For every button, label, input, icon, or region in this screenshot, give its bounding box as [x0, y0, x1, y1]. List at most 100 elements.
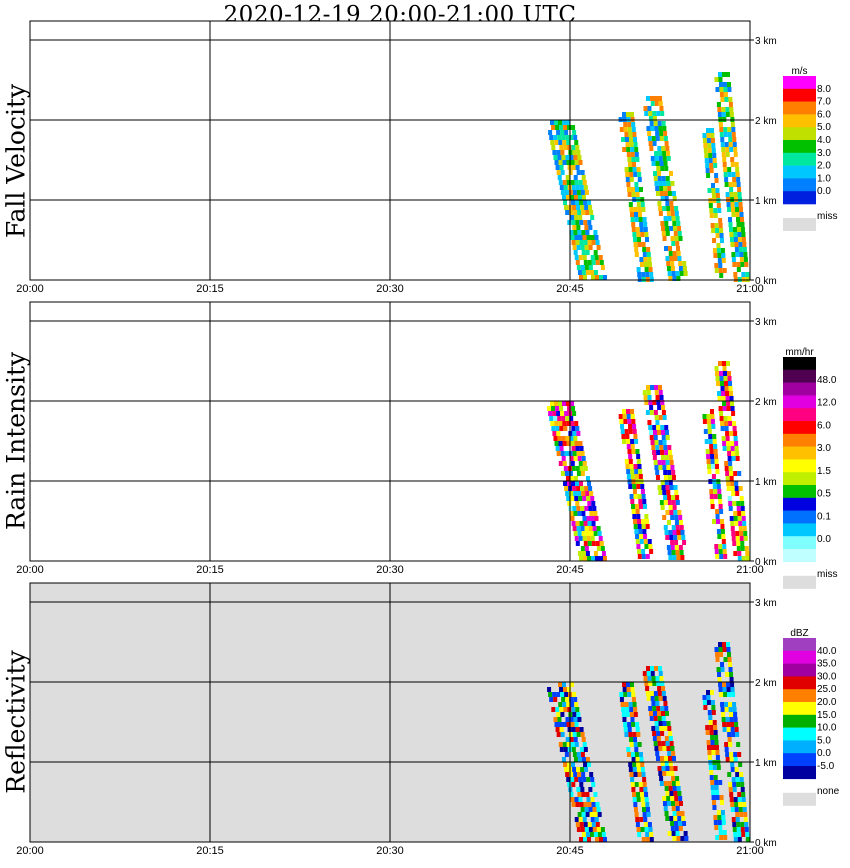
echo-cell — [561, 416, 566, 421]
echo-cell — [721, 534, 726, 539]
echo-cell — [631, 192, 636, 197]
echo-cell — [737, 237, 742, 242]
echo-cell — [634, 182, 639, 187]
echo-cell — [573, 175, 578, 180]
echo-cell — [722, 647, 727, 652]
echo-cell — [587, 802, 592, 807]
echo-cell — [729, 712, 734, 717]
echo-cell — [598, 536, 603, 541]
echo-cell — [660, 711, 665, 716]
echo-cell — [670, 796, 675, 801]
echo-cell — [641, 772, 646, 777]
echo-cell — [735, 817, 740, 822]
echo-cell — [727, 207, 732, 212]
echo-cell — [719, 273, 724, 278]
echo-cell — [723, 692, 728, 697]
echo-cell — [731, 777, 736, 782]
echo-cell — [672, 786, 677, 791]
echo-cell — [710, 740, 715, 745]
colorbar-label: 12.0 — [817, 398, 837, 409]
echo-cell — [588, 807, 593, 812]
echo-cell — [727, 172, 732, 177]
echo-cell — [712, 434, 717, 439]
echo-cell — [736, 227, 741, 232]
echo-cell — [643, 676, 648, 681]
echo-cell — [577, 531, 582, 536]
echo-cell — [740, 546, 745, 551]
echo-cell — [631, 187, 635, 192]
echo-cell — [573, 195, 578, 200]
echo-cell — [569, 737, 574, 742]
echo-cell — [668, 505, 673, 510]
echo-cell — [731, 491, 736, 496]
echo-cell — [654, 746, 659, 751]
echo-cell — [586, 235, 591, 240]
echo-cell — [674, 796, 679, 801]
echo-cell — [660, 221, 665, 226]
echo-cell — [730, 406, 735, 411]
echo-cell — [587, 200, 592, 205]
echo-cell — [647, 676, 652, 681]
echo-cell — [733, 757, 738, 762]
echo-cell — [710, 133, 715, 138]
echo-cell — [642, 812, 647, 817]
echo-cell — [642, 782, 647, 787]
echo-cell — [618, 414, 623, 419]
echo-cell — [578, 441, 583, 446]
echo-cell — [727, 167, 732, 172]
echo-cell — [725, 147, 730, 152]
echo-cell — [564, 471, 569, 476]
echo-cell — [565, 737, 570, 742]
echo-cell — [668, 276, 673, 281]
echo-cell — [713, 253, 718, 258]
echo-cell — [562, 160, 567, 165]
colorbar-swatch — [783, 357, 816, 371]
echo-cell — [668, 246, 672, 251]
echo-cell — [727, 416, 732, 421]
echo-cell — [721, 107, 726, 112]
echo-cell — [591, 541, 596, 546]
echo-cell — [633, 434, 638, 439]
echo-cell — [734, 521, 739, 526]
echo-cell — [658, 721, 663, 726]
echo-cell — [633, 742, 638, 747]
echo-cell — [587, 240, 592, 245]
echo-cell — [644, 514, 649, 519]
echo-cell — [579, 466, 584, 471]
echo-cell — [664, 761, 669, 766]
echo-cell — [674, 821, 679, 826]
echo-cell — [663, 136, 668, 141]
echo-cell — [666, 261, 671, 266]
echo-cell — [726, 722, 731, 727]
echo-cell — [710, 504, 715, 509]
echo-cell — [718, 218, 723, 223]
echo-cell — [721, 717, 726, 722]
echo-cell — [561, 456, 566, 461]
echo-cell — [630, 409, 634, 414]
echo-cell — [636, 514, 641, 519]
echo-cell — [656, 111, 661, 116]
echo-cell — [682, 821, 687, 826]
echo-cell — [580, 190, 585, 195]
echo-cell — [732, 426, 737, 431]
echo-cell — [650, 101, 655, 106]
echo-cell — [654, 390, 659, 395]
echo-cell — [628, 767, 633, 772]
echo-cell — [633, 242, 638, 247]
echo-cell — [708, 158, 713, 163]
colorbar-label: 6.0 — [817, 420, 831, 431]
echo-cell — [565, 175, 570, 180]
colorbar-label: 30.0 — [817, 671, 837, 682]
echo-cell — [631, 692, 636, 697]
echo-cell — [677, 256, 682, 261]
echo-cell — [643, 395, 648, 400]
echo-cell — [706, 459, 711, 464]
echo-cell — [713, 208, 718, 213]
echo-cell — [586, 516, 591, 521]
echo-cell — [581, 250, 586, 255]
echo-cell — [735, 491, 740, 496]
echo-cell — [640, 484, 645, 489]
echo-cell — [558, 702, 563, 707]
echo-cell — [657, 176, 662, 181]
